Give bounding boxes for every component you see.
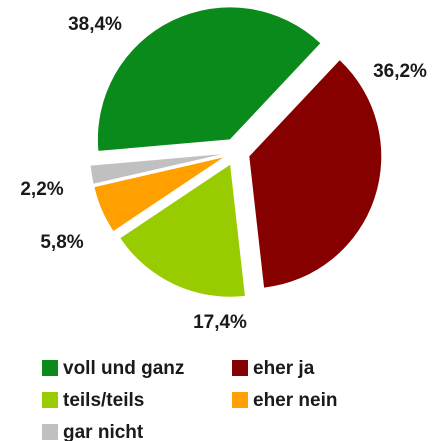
legend-swatch	[232, 360, 248, 376]
pie-slice	[90, 154, 223, 184]
legend-label: gar nicht	[63, 422, 144, 441]
legend-label: teils/teils	[63, 390, 144, 411]
legend-swatch	[42, 424, 58, 440]
legend-label: voll und ganz	[63, 358, 184, 379]
legend-label: eher ja	[253, 358, 315, 379]
data-label: 38,4%	[68, 14, 122, 35]
data-label: 5,8%	[40, 232, 83, 253]
data-label: 17,4%	[193, 312, 247, 333]
legend-swatch	[232, 392, 248, 408]
legend-label: eher nein	[253, 390, 337, 411]
pie-slice	[120, 164, 245, 297]
legend-swatch	[42, 392, 58, 408]
data-label: 36,2%	[373, 61, 427, 82]
data-label: 2,2%	[20, 179, 63, 200]
pie-slice	[97, 7, 321, 151]
pie-slice	[94, 157, 224, 231]
pie-slice	[249, 60, 382, 288]
legend-swatch	[42, 360, 58, 376]
